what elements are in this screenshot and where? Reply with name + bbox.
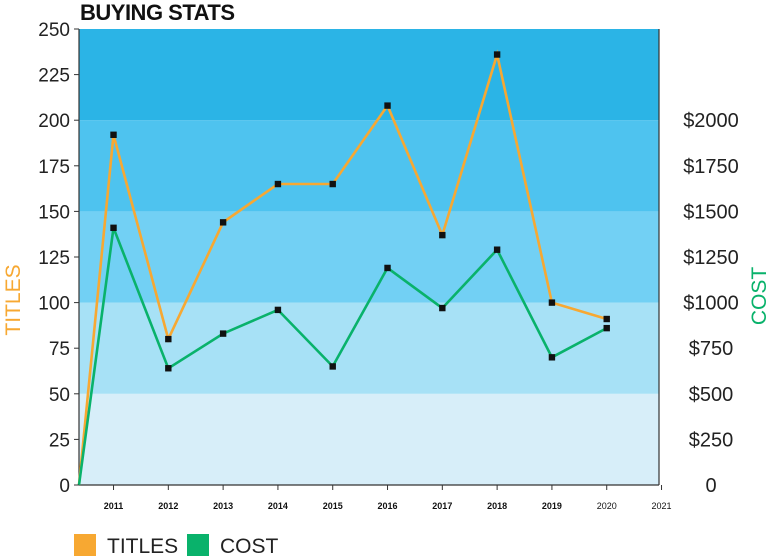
point-titles-4 (274, 180, 282, 188)
right-tick-label-6: $1500 (683, 201, 739, 223)
x-tick-label-2016: 2016 (378, 501, 398, 511)
x-tick-label-2021: 2021 (652, 501, 672, 511)
x-axis-ticks: 2011 2012 2013 2014 2015 2016 2017 2018 2019 2020… (104, 485, 672, 511)
left-axis-title: TITLES (2, 264, 25, 335)
right-y-axis-ticks: 0 $250 $500 $750 $1000 $1250 $1500 $1750 $2000 (683, 110, 739, 497)
x-tick-label-2014: 2014 (268, 501, 288, 511)
background-bands (79, 29, 659, 485)
point-cost-9 (548, 354, 556, 361)
left-tick-label-6: 150 (38, 202, 70, 223)
point-titles-7 (439, 231, 446, 239)
point-titles-6 (384, 102, 391, 109)
left-tick-label-0: 0 (59, 476, 70, 497)
point-cost-4 (274, 306, 282, 314)
point-titles-8 (493, 51, 501, 58)
left-tick-label-3: 75 (49, 339, 70, 360)
right-tick-label-5: $1250 (683, 247, 739, 269)
band-3 (79, 120, 659, 212)
point-cost-5 (329, 363, 336, 370)
right-tick-label-1: $250 (689, 429, 734, 451)
right-axis-title: COST (748, 267, 771, 326)
point-cost-3 (219, 330, 227, 337)
point-cost-7 (439, 304, 446, 312)
x-tick-label-2020: 2020 (597, 501, 617, 511)
x-tick-label-2015: 2015 (323, 501, 343, 511)
legend: TITLES COST (74, 534, 279, 558)
point-titles-1 (110, 131, 117, 138)
x-tick-label-2011: 2011 (104, 501, 124, 511)
point-cost-2 (165, 365, 172, 372)
point-cost-8 (493, 246, 501, 253)
left-tick-label-8: 200 (38, 111, 70, 132)
left-tick-label-9: 225 (38, 66, 70, 87)
point-titles-10 (603, 315, 610, 323)
right-tick-label-3: $750 (689, 338, 734, 360)
point-cost-1 (110, 224, 117, 232)
legend-swatch-titles (74, 534, 96, 556)
x-tick-label-2017: 2017 (432, 501, 452, 511)
left-y-axis-ticks: 0 25 50 75 100 125 150 175 200 225 250 (38, 20, 79, 497)
legend-label-titles: TITLES (107, 535, 178, 558)
right-tick-label-7: $1750 (683, 156, 739, 178)
right-tick-label-2: $500 (689, 384, 734, 406)
point-cost-10 (603, 324, 610, 332)
legend-swatch-cost (187, 534, 209, 556)
left-tick-label-5: 125 (38, 248, 70, 269)
left-tick-label-2: 50 (49, 385, 70, 406)
x-tick-label-2013: 2013 (213, 501, 233, 511)
band-1 (79, 302, 659, 394)
chart-title: BUYING STATS (80, 0, 235, 25)
left-tick-label-10: 250 (38, 20, 70, 41)
band-4 (79, 29, 659, 121)
x-tick-label-2019: 2019 (542, 501, 562, 511)
right-tick-label-4: $1000 (683, 293, 739, 315)
point-cost-6 (384, 264, 391, 272)
x-tick-label-2018: 2018 (487, 501, 507, 511)
point-titles-5 (329, 180, 336, 188)
right-tick-label-0: 0 (705, 475, 716, 497)
series-points (110, 51, 610, 372)
point-titles-3 (219, 219, 227, 226)
x-tick-label-2012: 2012 (158, 501, 178, 511)
legend-label-cost: COST (220, 535, 279, 558)
point-titles-9 (548, 299, 556, 306)
point-titles-2 (165, 335, 172, 343)
band-2 (79, 211, 659, 303)
right-tick-label-8: $2000 (683, 110, 739, 132)
band-0 (79, 393, 659, 485)
left-tick-label-7: 175 (38, 157, 70, 178)
left-tick-label-1: 25 (49, 430, 70, 451)
left-tick-label-4: 100 (38, 294, 70, 315)
